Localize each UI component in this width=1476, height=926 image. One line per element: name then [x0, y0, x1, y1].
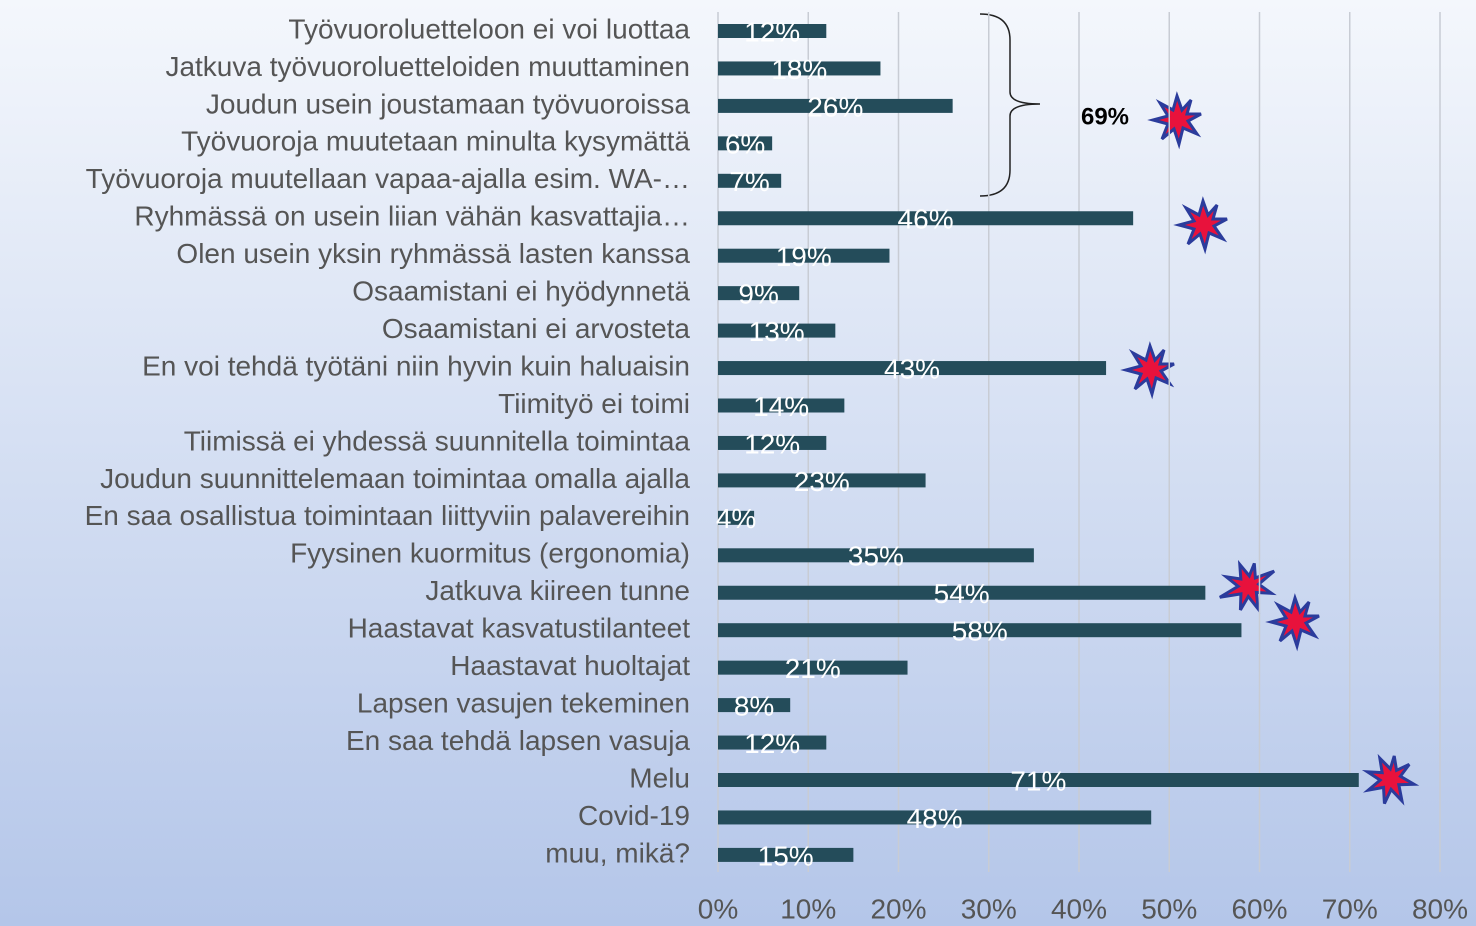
- data-label: 35%: [848, 541, 904, 572]
- y-tick-label: Joudun usein joustamaan työvuoroissa: [206, 88, 691, 119]
- data-label: 19%: [776, 241, 832, 272]
- data-label: 13%: [749, 316, 805, 347]
- data-label: 46%: [898, 204, 954, 235]
- bar: [718, 248, 890, 263]
- data-label: 12%: [744, 16, 800, 47]
- bar: [718, 211, 1134, 226]
- bar: [718, 61, 881, 76]
- y-tick-label: Osaamistani ei hyödynnetä: [352, 276, 690, 307]
- y-tick-label: Työvuoroluetteloon ei voi luottaa: [288, 13, 690, 44]
- data-label: 7%: [729, 166, 769, 197]
- x-tick-label: 20%: [870, 893, 926, 924]
- y-tick-label: Haastavat huoltajat: [450, 650, 690, 681]
- y-tick-label: Jatkuva työvuoroluetteloiden muuttaminen: [165, 51, 690, 82]
- bar: [718, 173, 782, 188]
- y-tick-label: Melu: [629, 762, 690, 793]
- data-label: 23%: [794, 466, 850, 497]
- y-tick-label: Joudun suunnittelemaan toimintaa omalla …: [100, 463, 690, 494]
- data-label: 43%: [884, 353, 940, 384]
- y-tick-label: Työvuoroja muutetaan minulta kysymättä: [181, 126, 690, 157]
- bar: [718, 473, 926, 488]
- x-tick-label: 10%: [780, 893, 836, 924]
- y-tick-label: Ryhmässä on usein liian vähän kasvattaji…: [134, 201, 690, 232]
- y-tick-label: Haastavat kasvatustilanteet: [348, 613, 691, 644]
- y-tick-label: En saa tehdä lapsen vasuja: [346, 725, 690, 756]
- y-tick-label: Tiimissä ei yhdessä suunnitella toiminta…: [184, 425, 691, 456]
- bar: [718, 585, 1206, 600]
- data-label: 26%: [807, 91, 863, 122]
- bar: [718, 398, 845, 413]
- data-label: 4%: [716, 503, 756, 534]
- data-label: 15%: [758, 840, 814, 871]
- bar: [718, 98, 953, 113]
- bar: [718, 435, 827, 450]
- annotation: 69%: [1081, 103, 1129, 130]
- y-tick-label: Olen usein yksin ryhmässä lasten kanssa: [176, 238, 690, 269]
- x-tick-label: 80%: [1412, 893, 1468, 924]
- data-label: 18%: [771, 54, 827, 85]
- data-label: 48%: [907, 803, 963, 834]
- data-label: 6%: [725, 129, 765, 160]
- bar: [718, 773, 1359, 787]
- y-tick-label: Osaamistani ei arvosteta: [382, 313, 691, 344]
- data-label: 14%: [753, 391, 809, 422]
- data-label: 8%: [734, 690, 774, 721]
- brace: [979, 13, 1041, 197]
- y-tick-label: En voi tehdä työtäni niin hyvin kuin hal…: [142, 350, 690, 381]
- bar: [718, 660, 908, 675]
- y-tick-label: Covid-19: [578, 800, 690, 831]
- bar: [718, 136, 773, 151]
- bar: [718, 24, 827, 38]
- y-tick-label: Lapsen vasujen tekeminen: [357, 687, 690, 718]
- y-tick-label: Fyysinen kuormitus (ergonomia): [290, 538, 690, 569]
- bar: [718, 510, 755, 525]
- data-label: 71%: [1010, 765, 1066, 796]
- y-tick-label: En saa osallistua toimintaan liittyviin …: [85, 500, 690, 531]
- bursts: [1120, 91, 1420, 806]
- bar: [718, 735, 827, 750]
- x-tick-label: 40%: [1051, 893, 1107, 924]
- bar: [718, 361, 1107, 376]
- x-tick-label: 0%: [698, 893, 738, 924]
- x-tick-label: 50%: [1141, 893, 1197, 924]
- bar: [718, 810, 1152, 825]
- x-tick-label: 70%: [1322, 893, 1378, 924]
- y-tick-label: muu, mikä?: [545, 837, 690, 868]
- x-tick-label: 60%: [1231, 893, 1287, 924]
- y-tick-label: Työvuoroja muutellaan vapaa-ajalla esim.…: [86, 163, 690, 194]
- data-label: 12%: [744, 728, 800, 759]
- data-label: 9%: [738, 279, 778, 310]
- y-tick-label: Tiimityö ei toimi: [498, 388, 690, 419]
- data-label: 21%: [785, 653, 841, 684]
- bar: [718, 286, 800, 301]
- data-label: 54%: [934, 578, 990, 609]
- bar: [718, 623, 1242, 638]
- bar: [718, 548, 1034, 563]
- data-label: 12%: [744, 428, 800, 459]
- data-label: 58%: [952, 616, 1008, 647]
- bar: [718, 323, 836, 338]
- y-tick-label: Jatkuva kiireen tunne: [425, 575, 690, 606]
- x-tick-label: 30%: [961, 893, 1017, 924]
- bar: [718, 847, 854, 862]
- bar: [718, 698, 791, 713]
